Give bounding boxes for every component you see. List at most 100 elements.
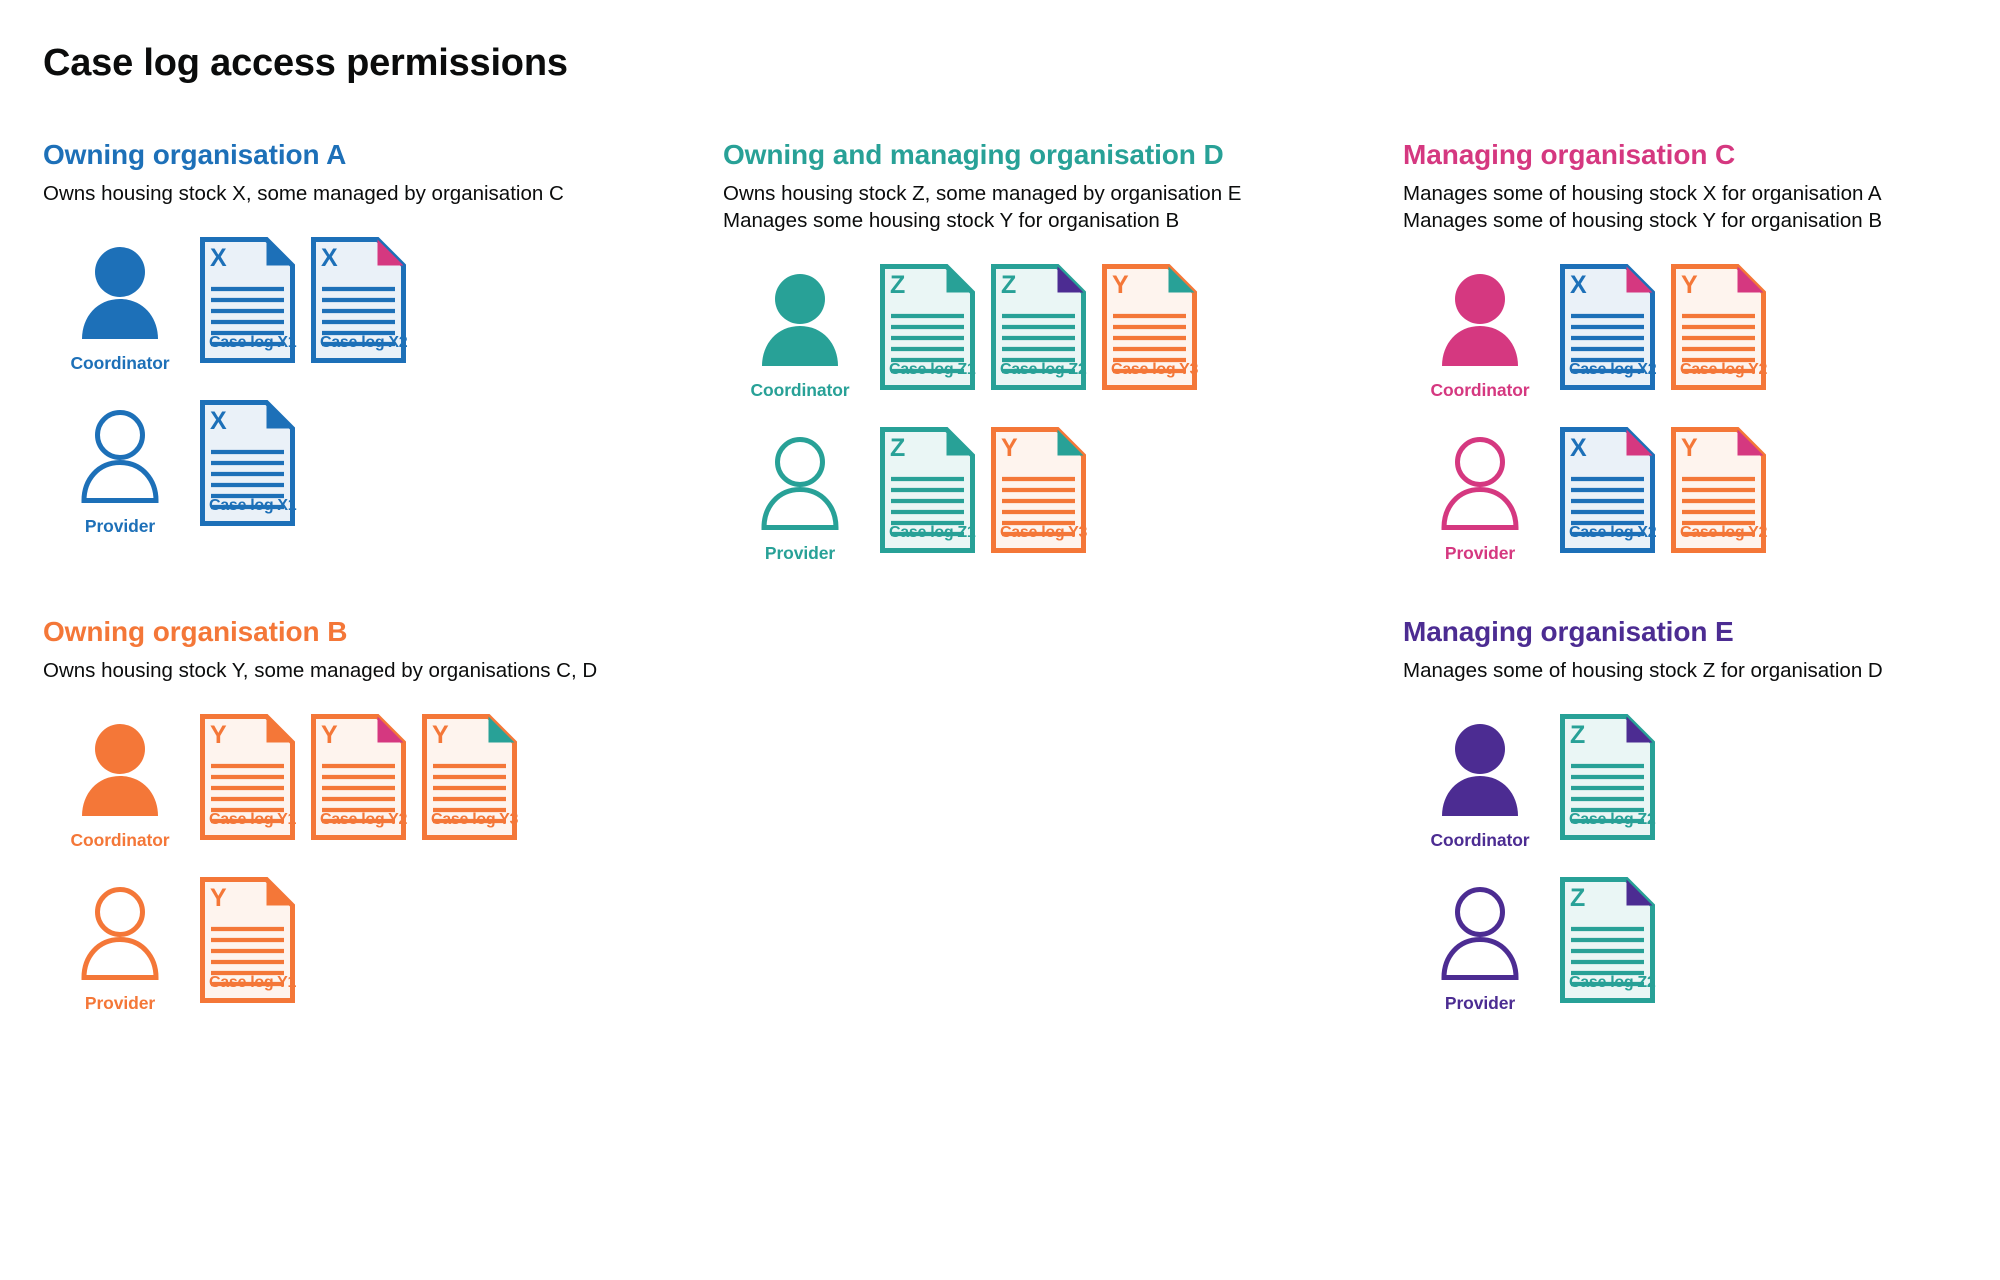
case-log-label: Case log Y3 bbox=[1111, 361, 1199, 379]
panel-description: Owns housing stock Y, some managed by or… bbox=[43, 659, 598, 683]
role-row-coordinator: Coordinator X Case log X1 X Case log X2 bbox=[40, 235, 720, 374]
document-icon bbox=[991, 264, 1086, 391]
person-filled-icon bbox=[82, 724, 158, 817]
case-log-card[interactable]: Z Case log Z1 bbox=[880, 427, 976, 554]
case-log-document: Z Case log Z1 bbox=[880, 264, 976, 391]
person-filled-icon bbox=[1437, 722, 1523, 820]
case-log-card[interactable]: Y Case log Y1 bbox=[200, 877, 296, 1004]
case-log-card[interactable]: X Case log X1 bbox=[200, 400, 297, 527]
person-block: Coordinator bbox=[720, 262, 880, 401]
case-log-document: Y Case log Y1 bbox=[200, 714, 297, 841]
role-row-coordinator: Coordinator Y Case log Y1 Y Case log Y2 Y Case… bbox=[40, 712, 720, 851]
stock-letter: Y bbox=[432, 721, 449, 750]
document-icon bbox=[422, 714, 517, 841]
panel-heading: Owning organisation A bbox=[43, 139, 347, 170]
case-log-card[interactable]: X Case log X2 bbox=[1560, 264, 1657, 391]
stock-letter: X bbox=[1570, 271, 1587, 300]
case-log-card[interactable]: Y Case log Y3 bbox=[991, 427, 1087, 554]
case-log-card[interactable]: Y Case log Y2 bbox=[1671, 264, 1767, 391]
case-log-list: Z Case log Z2 bbox=[1560, 712, 1656, 841]
case-log-document: Y Case log Y1 bbox=[200, 877, 296, 1004]
panel-description: Owns housing stock X, some managed by or… bbox=[43, 182, 564, 205]
stock-letter: Z bbox=[1570, 884, 1586, 913]
stock-letter: Y bbox=[210, 884, 227, 913]
panel-owning-organisation-a: Owning organisation A Owns housing stock … bbox=[40, 139, 720, 564]
panel-heading: Owning and managing organisation D bbox=[723, 139, 1224, 170]
case-log-label: Case log Z2 bbox=[1569, 974, 1656, 992]
stock-letter: X bbox=[1570, 434, 1587, 463]
case-log-label: Case log Y1 bbox=[209, 811, 297, 829]
document-icon bbox=[311, 714, 406, 841]
person-filled-icon bbox=[77, 722, 163, 820]
case-log-card[interactable]: Y Case log Y1 bbox=[200, 714, 297, 841]
case-log-list: X Case log X1 X Case log X2 bbox=[200, 235, 408, 364]
document-icon bbox=[1560, 714, 1655, 841]
case-log-list: Y Case log Y1 bbox=[200, 875, 296, 1004]
case-log-card[interactable]: Z Case log Z2 bbox=[1560, 714, 1656, 841]
case-log-document: X Case log X1 bbox=[200, 400, 297, 527]
case-log-card[interactable]: Y Case log Y2 bbox=[311, 714, 407, 841]
document-icon bbox=[880, 427, 975, 554]
role-row-coordinator: Coordinator X Case log X2 Y Case log Y2 bbox=[1400, 262, 1980, 401]
stock-letter: Z bbox=[1001, 271, 1017, 300]
person-outline-icon bbox=[77, 885, 163, 983]
stock-letter: X bbox=[210, 244, 227, 273]
panel-description: Owns housing stock Z, some managed by or… bbox=[723, 182, 1242, 233]
case-log-document: Y Case log Y2 bbox=[1671, 264, 1767, 391]
case-log-document: X Case log X2 bbox=[1560, 264, 1657, 391]
role-label: Coordinator bbox=[1430, 830, 1530, 851]
role-row-provider: Provider X Case log X2 Y Case log Y2 bbox=[1400, 425, 1980, 564]
person-filled-icon bbox=[762, 274, 838, 367]
case-log-card[interactable]: Y Case log Y3 bbox=[1102, 264, 1199, 391]
document-icon bbox=[880, 264, 975, 391]
case-log-label: Case log X1 bbox=[209, 334, 297, 352]
case-log-document: X Case log X1 bbox=[200, 237, 297, 364]
case-log-card[interactable]: Z Case log Z2 bbox=[991, 264, 1087, 391]
case-log-card[interactable]: X Case log X2 bbox=[311, 237, 408, 364]
role-label: Provider bbox=[1444, 993, 1516, 1014]
case-log-card[interactable]: X Case log X1 bbox=[200, 237, 297, 364]
document-icon bbox=[200, 400, 295, 527]
case-log-card[interactable]: Z Case log Z2 bbox=[1560, 877, 1656, 1004]
stock-letter: Y bbox=[1681, 271, 1698, 300]
person-filled-icon bbox=[1437, 272, 1523, 370]
case-log-label: Case log Z1 bbox=[889, 361, 976, 379]
document-icon bbox=[1560, 264, 1655, 391]
case-log-document: Z Case log Z2 bbox=[1560, 714, 1656, 841]
stock-letter: X bbox=[210, 407, 227, 436]
panel-description: Manages some of housing stock Z for orga… bbox=[1403, 659, 1883, 683]
document-icon bbox=[991, 427, 1086, 554]
person-block: Provider bbox=[720, 425, 880, 564]
case-log-card[interactable]: Y Case log Y3 bbox=[422, 714, 519, 841]
stock-letter: X bbox=[321, 244, 338, 273]
case-log-card[interactable]: Z Case log Z1 bbox=[880, 264, 976, 391]
person-block: Coordinator bbox=[40, 235, 200, 374]
document-icon bbox=[1560, 877, 1655, 1004]
case-log-label: Case log X1 bbox=[209, 497, 297, 515]
role-label: Provider bbox=[1444, 543, 1516, 564]
document-icon bbox=[1671, 264, 1766, 391]
person-block: Coordinator bbox=[1400, 262, 1560, 401]
person-block: Provider bbox=[1400, 425, 1560, 564]
panel-owning-organisation-b: Owning organisation B Owns housing stock … bbox=[40, 616, 720, 1014]
role-label: Coordinator bbox=[750, 380, 850, 401]
role-row-coordinator: Coordinator Z Case log Z2 bbox=[1400, 712, 1980, 851]
stock-letter: Y bbox=[1681, 434, 1698, 463]
person-block: Coordinator bbox=[40, 712, 200, 851]
stock-letter: Z bbox=[890, 434, 906, 463]
case-log-card[interactable]: Y Case log Y2 bbox=[1671, 427, 1767, 554]
person-outline-icon bbox=[1437, 435, 1523, 533]
person-filled-icon bbox=[77, 245, 163, 343]
case-log-document: X Case log X2 bbox=[1560, 427, 1657, 554]
person-block: Coordinator bbox=[1400, 712, 1560, 851]
case-log-card[interactable]: X Case log X2 bbox=[1560, 427, 1657, 554]
person-outline-icon bbox=[81, 887, 159, 981]
case-log-document: Y Case log Y3 bbox=[422, 714, 519, 841]
role-label: Coordinator bbox=[70, 830, 170, 851]
person-outline-icon bbox=[1441, 887, 1519, 981]
role-label: Coordinator bbox=[70, 353, 170, 374]
case-log-label: Case log Y3 bbox=[431, 811, 519, 829]
stock-letter: Y bbox=[321, 721, 338, 750]
case-log-document: Z Case log Z2 bbox=[1560, 877, 1656, 1004]
person-outline-icon bbox=[757, 435, 843, 533]
